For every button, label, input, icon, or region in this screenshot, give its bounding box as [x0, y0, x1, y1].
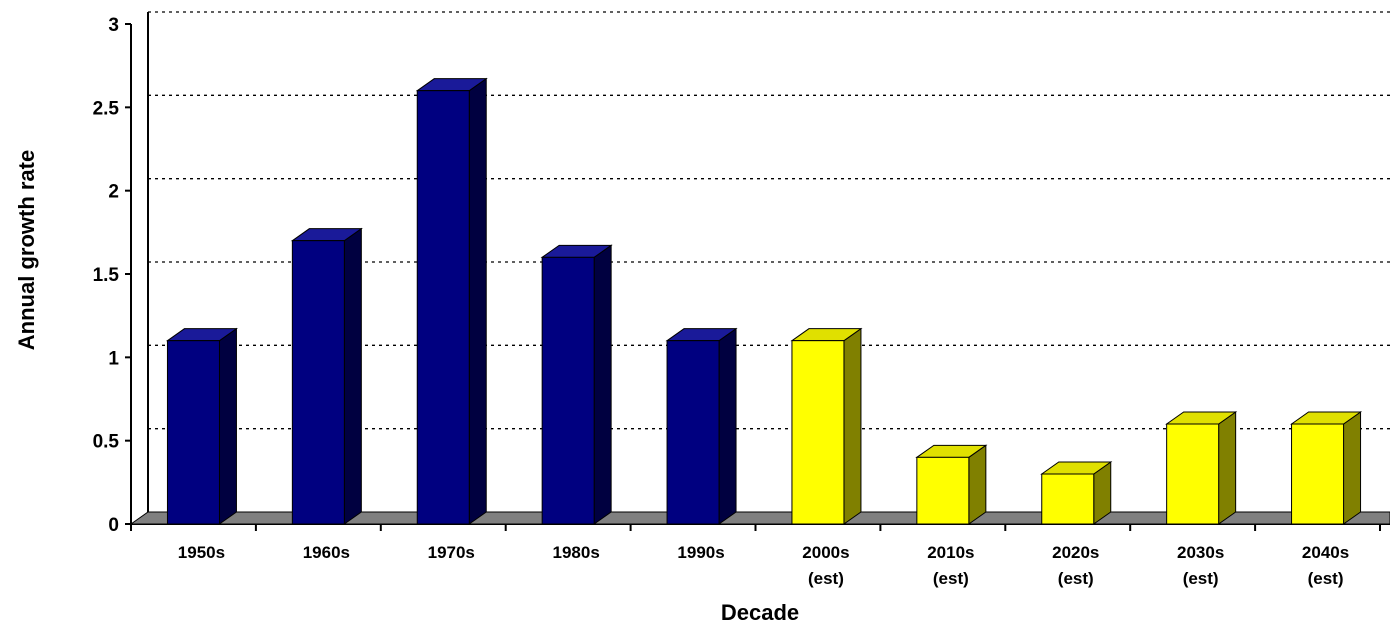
bar	[290, 227, 363, 525]
bar	[1289, 411, 1363, 525]
y-tick-labels: 0 0.5 1 1.5 2 2.5 3	[93, 15, 131, 536]
bar-side	[343, 227, 362, 525]
bar-front	[1166, 423, 1220, 525]
bar-side	[593, 244, 612, 525]
x-tick-label: 2020s	[1052, 543, 1099, 562]
y-tick-label: 3	[108, 15, 119, 36]
bar	[790, 327, 863, 525]
bar-side	[1343, 411, 1362, 525]
x-tick-label: 2030s	[1177, 543, 1224, 562]
y-tick-label: 1.5	[93, 265, 120, 286]
bar-front	[791, 340, 845, 525]
y-tick-label: 0	[108, 515, 119, 536]
bar	[1165, 411, 1238, 525]
x-tick-label: (est)	[1308, 569, 1344, 588]
bar-side	[1218, 411, 1237, 525]
bar	[415, 77, 488, 525]
bar-front	[291, 240, 345, 525]
x-tick-label: (est)	[1183, 569, 1219, 588]
x-tick-label: 2040s	[1302, 543, 1349, 562]
bar-front	[1291, 423, 1345, 525]
x-tick-label: 2000s	[802, 543, 849, 562]
x-tick-label: 2010s	[927, 543, 974, 562]
bar-front	[666, 340, 720, 525]
x-axis-title: Decade	[721, 600, 799, 625]
bar	[540, 244, 613, 525]
y-tick-label: 1	[108, 348, 119, 369]
bar-side	[843, 327, 862, 525]
x-tick-label: 1970s	[428, 543, 475, 562]
y-tick-label: 0.5	[93, 432, 120, 453]
x-tick-label: 1950s	[178, 543, 225, 562]
y-tick-label: 2.5	[93, 98, 120, 119]
bar-front	[416, 90, 470, 525]
bar-front	[1041, 473, 1095, 525]
x-tick-label: (est)	[933, 569, 969, 588]
x-tick-label: (est)	[1058, 569, 1094, 588]
bar-side	[218, 327, 237, 525]
bar	[665, 327, 738, 525]
y-tick-label: 2	[108, 182, 119, 203]
bar-side	[468, 77, 487, 525]
bar-front	[166, 340, 220, 525]
bar	[1040, 461, 1113, 525]
x-tick-label: 1960s	[303, 543, 350, 562]
y-axis-title: Annual growth rate	[14, 150, 39, 350]
bar	[915, 444, 988, 525]
x-tick-label: (est)	[808, 569, 844, 588]
bar	[165, 327, 239, 525]
bar-front	[916, 456, 970, 525]
bar-side	[968, 444, 987, 525]
x-tick-labels: 1950s 1960s 1970s 1980s 1990s 2000s (est) 2010s…	[130, 524, 1381, 588]
x-tick-label: 1990s	[677, 543, 724, 562]
bar-front	[541, 256, 595, 525]
bars	[165, 77, 1363, 525]
x-tick-label: 1980s	[553, 543, 600, 562]
bar-side	[718, 327, 737, 525]
side-wall	[131, 12, 148, 524]
